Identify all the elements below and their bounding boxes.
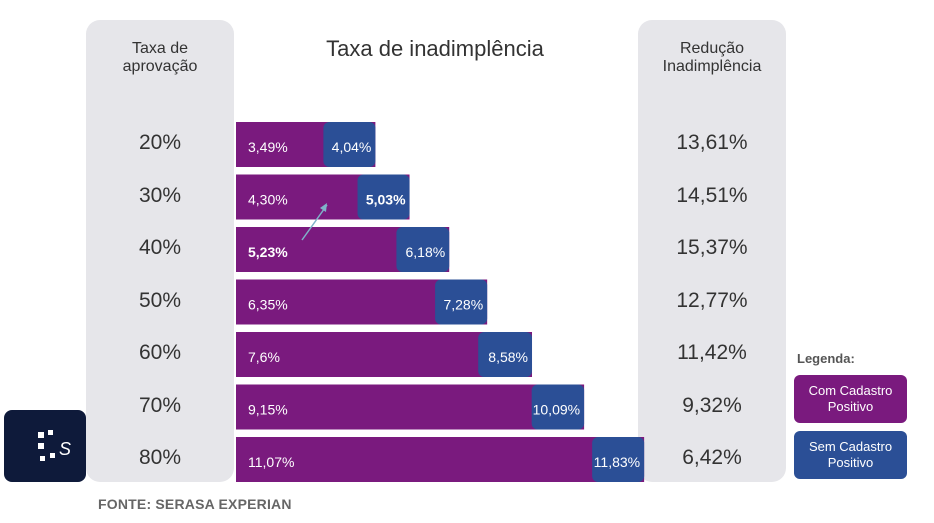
label-com-70%: 9,15% (248, 402, 288, 418)
reduction-70%: 9,32% (682, 393, 742, 417)
bar-sem-50% (435, 279, 488, 325)
reduction-30%: 14,51% (676, 183, 748, 207)
bar-sem-60% (478, 332, 533, 377)
svg-text:S: S (59, 439, 71, 459)
label-sem-40%: 6,18% (406, 244, 446, 260)
approval-rate-50%: 50% (138, 288, 182, 312)
label-com-80%: 11,07% (248, 454, 294, 470)
chart-title: Taxa de inadimplência (326, 36, 544, 61)
bar-sem-20% (323, 122, 376, 167)
approval-rate-40%: 40% (138, 236, 182, 259)
approval-rate-panel: Taxa de aprovação (86, 20, 234, 482)
legend-com-cadastro: Com Cadastro Positivo (794, 375, 907, 423)
approval-rate-70%: 70% (138, 393, 182, 417)
label-sem-60%: 8,58% (488, 349, 528, 365)
reduction-panel: Redução Inadimplência (638, 20, 786, 482)
label-com-40%: 5,23% (248, 244, 288, 260)
bar-sem-70% (531, 384, 585, 430)
reduction-header: Redução Inadimplência (662, 40, 762, 75)
approval-rate-20%: 20% (138, 131, 182, 154)
approval-rate-80%: 80% (138, 446, 182, 469)
approval-rate-60%: 60% (138, 341, 182, 364)
label-com-30%: 4,30% (248, 192, 288, 208)
approval-rate-header: Taxa de aprovação (122, 40, 198, 75)
annotation-arrow (301, 204, 328, 241)
label-sem-70%: 10,09% (533, 402, 580, 418)
bar-com-70% (236, 384, 585, 430)
bar-sem-80% (592, 437, 645, 482)
label-com-60%: 7,6% (248, 349, 280, 365)
label-com-50%: 6,35% (248, 297, 288, 313)
label-sem-50%: 7,28% (443, 297, 483, 313)
label-sem-30%: 5,03% (366, 192, 406, 208)
approval-rate-30%: 30% (138, 183, 182, 207)
reduction-40%: 15,37% (676, 236, 748, 259)
serasa-logo-icon: S (4, 410, 86, 482)
legend-title: Legenda: (797, 351, 855, 366)
reduction-60%: 11,42% (677, 341, 747, 364)
reduction-20%: 13,61% (676, 131, 748, 154)
label-sem-80%: 11,83% (594, 454, 640, 470)
reduction-80%: 6,42% (682, 446, 742, 469)
bar-sem-40% (396, 227, 450, 272)
legend-com-label: Com Cadastro Positivo (808, 383, 893, 414)
source-note: FONTE: SERASA EXPERIAN (98, 496, 292, 512)
legend-sem-label: Sem Cadastro Positivo (808, 439, 893, 470)
label-com-20%: 3,49% (248, 139, 288, 155)
bar-sem-30% (357, 174, 410, 220)
label-sem-20%: 4,04% (332, 139, 372, 155)
annotation-arrow-head (320, 203, 327, 212)
bar-com-80% (236, 437, 645, 482)
reduction-50%: 12,77% (676, 288, 748, 312)
legend-sem-cadastro: Sem Cadastro Positivo (794, 431, 907, 479)
